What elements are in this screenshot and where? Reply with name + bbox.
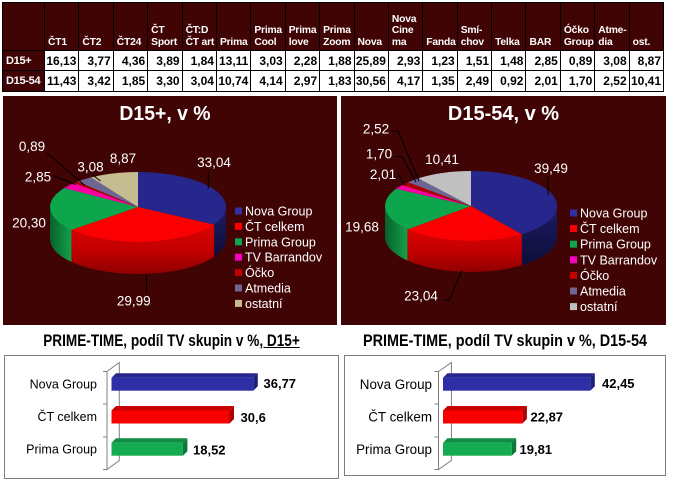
svg-text:10,41: 10,41 <box>425 152 459 167</box>
svg-text:2,85: 2,85 <box>25 170 51 185</box>
svg-text:Nova Group: Nova Group <box>360 377 432 392</box>
svg-text:ČT celkem: ČT celkem <box>368 410 432 425</box>
svg-text:23,04: 23,04 <box>404 289 438 304</box>
svg-text:33,04: 33,04 <box>197 155 231 170</box>
svg-text:TV Barrandov: TV Barrandov <box>245 251 323 265</box>
svg-text:Prima Group: Prima Group <box>26 443 97 457</box>
svg-text:20,30: 20,30 <box>12 216 46 231</box>
svg-text:ostatní: ostatní <box>245 297 283 311</box>
svg-text:Prima Group: Prima Group <box>580 238 651 252</box>
svg-text:2,01: 2,01 <box>370 167 396 182</box>
svg-text:18,52: 18,52 <box>193 443 226 458</box>
svg-text:19,68: 19,68 <box>345 220 379 235</box>
svg-text:8,87: 8,87 <box>110 151 136 166</box>
svg-text:22,87: 22,87 <box>531 410 564 425</box>
svg-text:ostatní: ostatní <box>580 300 618 314</box>
svg-text:36,77: 36,77 <box>264 376 297 391</box>
svg-text:2,52: 2,52 <box>363 122 389 137</box>
svg-text:Prima Group: Prima Group <box>245 235 316 249</box>
svg-text:Prima Group: Prima Group <box>356 442 432 457</box>
svg-text:30,6: 30,6 <box>241 410 266 425</box>
svg-text:Óčko: Óčko <box>245 265 274 280</box>
svg-text:ČT celkem: ČT celkem <box>580 221 640 236</box>
svg-text:Óčko: Óčko <box>580 268 609 283</box>
svg-text:ČT celkem: ČT celkem <box>37 409 97 424</box>
svg-text:Nova Group: Nova Group <box>245 205 312 219</box>
svg-text:Atmedia: Atmedia <box>245 282 291 296</box>
svg-text:Nova Group: Nova Group <box>580 207 647 221</box>
svg-text:29,99: 29,99 <box>117 294 151 309</box>
svg-text:0,89: 0,89 <box>19 139 45 154</box>
svg-text:Atmedia: Atmedia <box>580 285 626 299</box>
svg-text:ČT celkem: ČT celkem <box>245 219 305 234</box>
svg-text:19,81: 19,81 <box>520 442 553 457</box>
svg-text:Nova Group: Nova Group <box>30 378 97 392</box>
svg-text:39,49: 39,49 <box>534 161 568 176</box>
svg-text:42,45: 42,45 <box>602 376 635 391</box>
svg-text:3,08: 3,08 <box>77 160 103 175</box>
svg-text:1,70: 1,70 <box>366 147 392 162</box>
svg-text:TV Barrandov: TV Barrandov <box>580 253 658 267</box>
